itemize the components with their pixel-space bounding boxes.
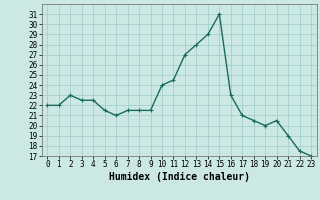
X-axis label: Humidex (Indice chaleur): Humidex (Indice chaleur): [109, 172, 250, 182]
